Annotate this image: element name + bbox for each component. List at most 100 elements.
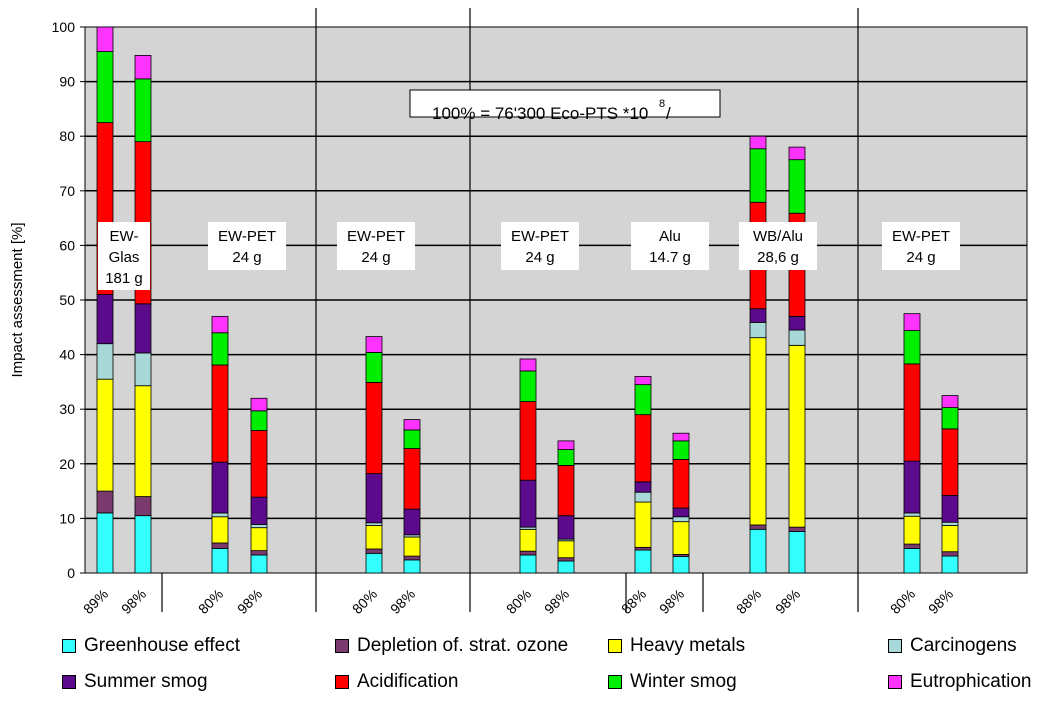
- x-tick-label: 88%: [733, 586, 764, 617]
- y-tick-label: 50: [59, 292, 75, 308]
- bar-segment: [134, 496, 152, 517]
- y-tick-label: 80: [59, 128, 75, 144]
- bar-segment: [903, 543, 921, 549]
- x-tick-label: 80%: [195, 586, 226, 617]
- bar-segment: [749, 337, 767, 526]
- bar-segment: [672, 507, 690, 518]
- bar-segment: [250, 397, 268, 412]
- x-tick-label: 88%: [618, 586, 649, 617]
- bar-segment: [903, 330, 921, 365]
- bar-segment: [365, 548, 383, 554]
- group-label: 24 g: [232, 249, 261, 266]
- group-label-box: [882, 222, 960, 270]
- x-tick-label: 98%: [234, 586, 265, 617]
- bar-segment: [788, 329, 806, 346]
- group-label-box: [337, 222, 415, 270]
- bar-segment: [672, 432, 690, 442]
- bar-segment: [96, 343, 114, 380]
- bar-segment: [941, 525, 959, 553]
- bar-segment: [634, 414, 652, 483]
- bar-segment: [903, 512, 921, 517]
- group-label: EW-PET: [511, 228, 569, 245]
- bar-segment: [211, 548, 229, 574]
- bar-segment: [211, 542, 229, 549]
- bar-segment: [634, 501, 652, 548]
- x-tick-label: 80%: [503, 586, 534, 617]
- bar-segment: [211, 332, 229, 366]
- group-label-box: [98, 222, 150, 290]
- y-tick-label: 30: [59, 401, 75, 417]
- bar-segment: [672, 521, 690, 555]
- bar-segment: [788, 526, 806, 532]
- bar-segment: [557, 557, 575, 562]
- group-label: EW-: [110, 228, 139, 245]
- bar-segment: [211, 512, 229, 518]
- bar-segment: [749, 148, 767, 203]
- bar-segment: [941, 495, 959, 523]
- annotation-text: 100% = 76'300 Eco-PTS *10: [432, 104, 648, 123]
- bar-segment: [250, 524, 268, 529]
- x-tick-label: 98%: [387, 586, 418, 617]
- bar-segment: [634, 491, 652, 503]
- annotation-box: [409, 89, 721, 118]
- y-tick-label: 40: [59, 347, 75, 363]
- bar-segment: [941, 521, 959, 526]
- bar-segment: [941, 555, 959, 574]
- group-label: Glas: [109, 249, 140, 266]
- bar-segment: [250, 410, 268, 431]
- group-label: EW-PET: [218, 228, 276, 245]
- bar-segment: [365, 336, 383, 353]
- group-label: Alu: [659, 228, 681, 245]
- group-label: EW-PET: [347, 228, 405, 245]
- bar-segment: [941, 428, 959, 496]
- group-label: EW-PET: [892, 228, 950, 245]
- bar-segment: [903, 548, 921, 574]
- group-label-box: [739, 222, 817, 270]
- y-tick-label: 70: [59, 183, 75, 199]
- bar-segment: [211, 315, 229, 334]
- x-tick-label: 80%: [349, 586, 380, 617]
- bar-segment: [634, 376, 652, 386]
- bar-segment: [134, 352, 152, 387]
- bar-segment: [250, 554, 268, 574]
- bar-segment: [519, 528, 537, 552]
- bar-segment: [211, 364, 229, 463]
- bar-segment: [365, 473, 383, 524]
- y-tick-label: 100: [52, 19, 76, 35]
- bar-segment: [134, 54, 152, 80]
- bar-segment: [634, 546, 652, 551]
- bar-segment: [749, 321, 767, 339]
- bar-segment: [403, 536, 421, 557]
- group-label: 24 g: [906, 249, 935, 266]
- group-label-box: [208, 222, 286, 270]
- bar-segment: [211, 461, 229, 514]
- x-tick-label: 98%: [772, 586, 803, 617]
- bar-segment: [96, 26, 114, 52]
- bar-segment: [211, 516, 229, 544]
- group-label: 24 g: [525, 249, 554, 266]
- bar-segment: [557, 515, 575, 540]
- bar-segment: [672, 556, 690, 574]
- bar-segment: [788, 315, 806, 331]
- annotation-superscript: 8: [659, 98, 665, 110]
- bar-segment: [941, 407, 959, 430]
- bar-segment: [634, 481, 652, 493]
- bar-segment: [403, 555, 421, 561]
- group-label: WB/Alu: [753, 228, 803, 245]
- bar-segment: [96, 294, 114, 345]
- bar-segment: [749, 135, 767, 150]
- group-label: 28,6 g: [757, 249, 799, 266]
- bar-segment: [557, 465, 575, 517]
- bar-segment: [634, 384, 652, 416]
- bar-segment: [941, 395, 959, 408]
- y-tick-label: 60: [59, 237, 75, 253]
- bar-segment: [519, 479, 537, 528]
- annotation-suffix: /: [666, 104, 671, 123]
- bar-segment: [365, 525, 383, 550]
- y-axis-label: Impact assessment [%]: [9, 222, 26, 377]
- bar-segment: [672, 440, 690, 460]
- group-label-box: [501, 222, 579, 270]
- bar-segment: [672, 459, 690, 509]
- bar-segment: [672, 516, 690, 523]
